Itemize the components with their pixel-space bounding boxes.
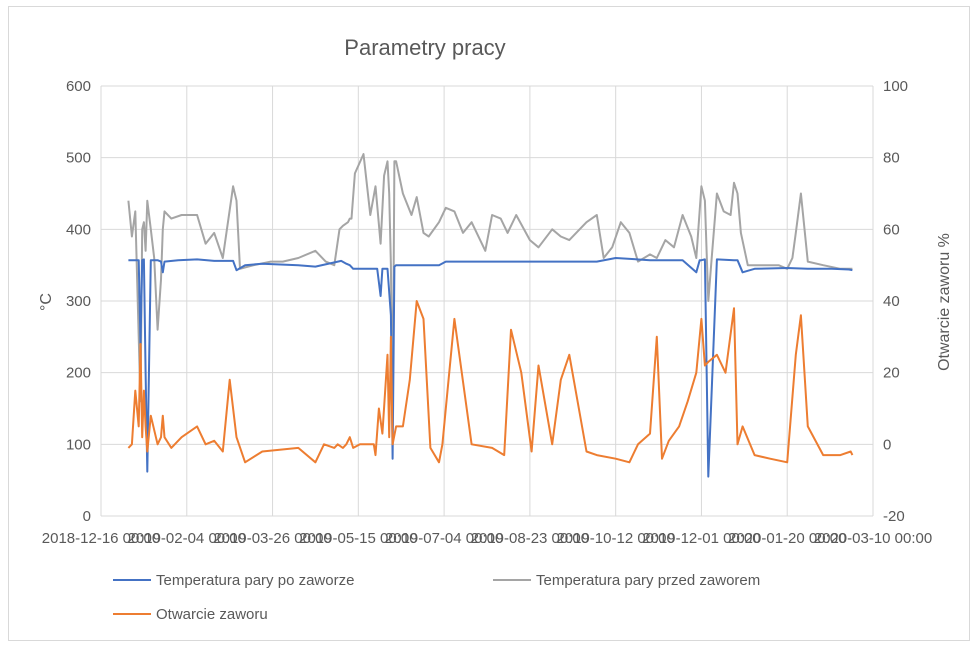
y-left-tick-label: 400: [66, 221, 91, 238]
y-right-tick-label: 60: [883, 221, 900, 238]
y-right-tick-label: -20: [883, 508, 905, 525]
x-tick-label: 2020-01-20 00:00: [728, 530, 846, 547]
legend: Temperatura pary po zaworze Temperatura p…: [113, 572, 760, 623]
legend-label: Otwarcie zaworu: [156, 606, 268, 623]
x-tick-label: 2019-10-12 00:00: [556, 530, 674, 547]
y-right-tick-label: 0: [883, 436, 891, 453]
gridlines: [100, 85, 874, 517]
y-axis-right-title: Otwarcie zaworu %: [936, 233, 953, 371]
axes: 0 100 200 300 400 500 600 -20 0 20 40 60 80 100 2018-1…: [42, 78, 932, 547]
y-left-tick-label: 0: [83, 508, 91, 525]
y-left-tick-label: 100: [66, 436, 91, 453]
y-right-tick-label: 100: [883, 78, 908, 95]
y-left-tick-label: 500: [66, 150, 91, 167]
series-line-3: [127, 300, 854, 464]
chart-frame: Parametry pracy 0 100 200 300 400 500 600 -20 0 2…: [8, 6, 970, 641]
y-axis-left-title: °C: [38, 293, 55, 311]
x-tick-label: 2019-02-04 00:00: [128, 530, 246, 547]
x-tick-label: 2019-07-04 00:00: [385, 530, 503, 547]
legend-label: Temperatura pary przed zaworem: [536, 572, 760, 589]
x-tick-label: 2019-03-26 00:00: [213, 530, 331, 547]
y-right-tick-label: 20: [883, 365, 900, 382]
y-right-tick-label: 40: [883, 293, 900, 310]
x-tick-label: 2018-12-16 00:00: [42, 530, 160, 547]
chart-svg: Parametry pracy 0 100 200 300 400 500 600 -20 0 2…: [38, 35, 953, 623]
x-tick-label: 2019-12-01 00:00: [642, 530, 760, 547]
x-tick-label: 2020-03-10 00:00: [814, 530, 932, 547]
series-lines: [127, 153, 854, 478]
y-left-tick-label: 600: [66, 78, 91, 95]
y-left-tick-label: 200: [66, 365, 91, 382]
series-line-2: [127, 153, 853, 431]
x-tick-label: 2019-05-15 00:00: [299, 530, 417, 547]
x-tick-label: 2019-08-23 00:00: [471, 530, 589, 547]
y-right-tick-label: 80: [883, 150, 900, 167]
chart-title: Parametry pracy: [344, 35, 505, 60]
series-line-1: [128, 257, 853, 478]
y-left-tick-label: 300: [66, 293, 91, 310]
legend-label: Temperatura pary po zaworze: [156, 572, 354, 589]
